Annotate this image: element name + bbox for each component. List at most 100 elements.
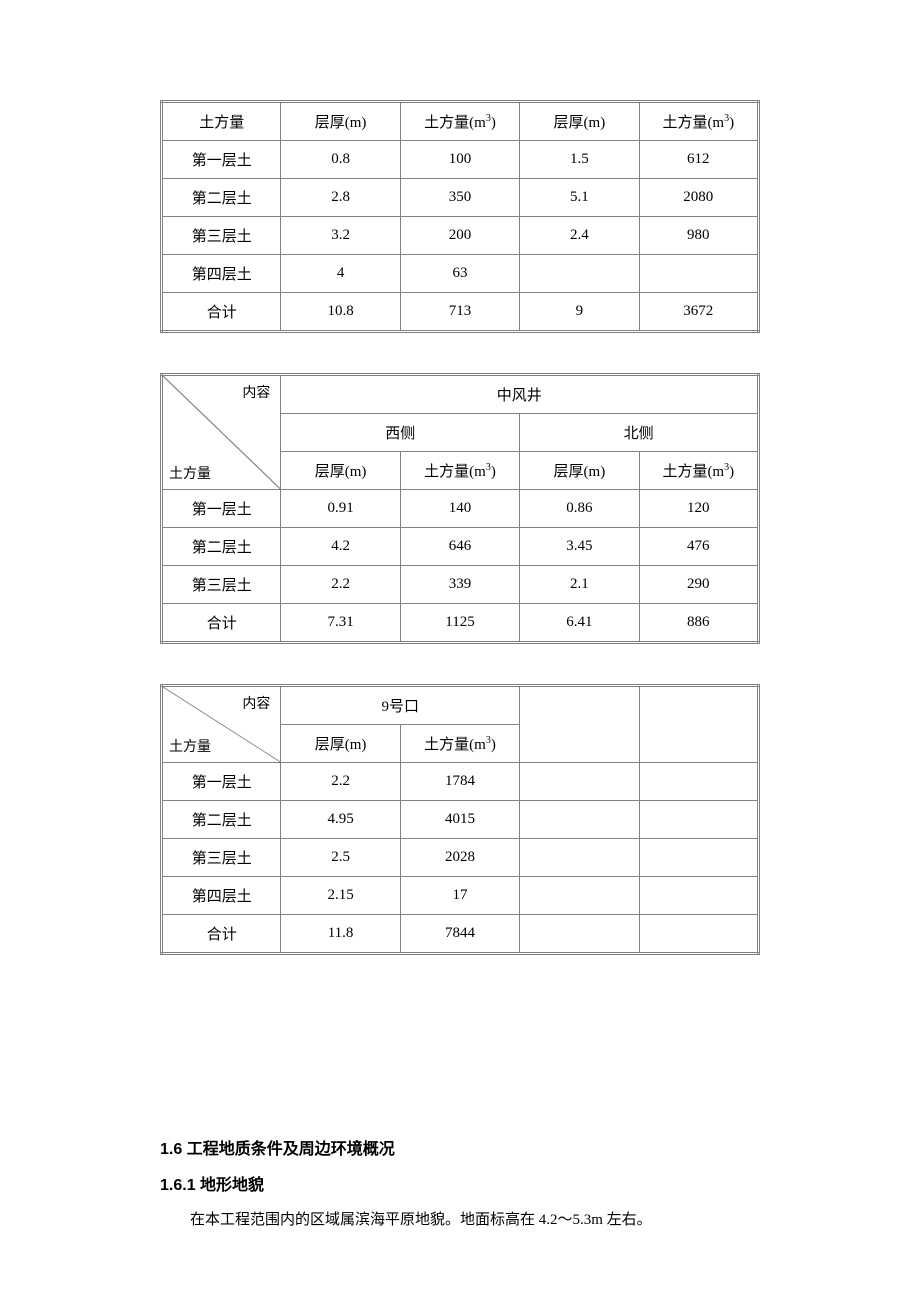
table-cell: 612 [639, 141, 758, 179]
table-2: 内容 土方量 中风井 西侧 北侧 层厚(m) 土方量(m3) 层厚(m) 土方量… [160, 373, 760, 644]
t3-header-thickness: 层厚(m) [281, 725, 400, 763]
table-cell: 第三层土 [162, 839, 281, 877]
t2-header-thickness-2: 层厚(m) [520, 452, 639, 490]
diag-content-label-3: 内容 [242, 693, 270, 713]
table-cell: 713 [400, 293, 519, 332]
table-cell: 1784 [400, 763, 519, 801]
table-cell [520, 763, 639, 801]
table-cell: 1125 [400, 604, 519, 643]
table-cell: 2.2 [281, 566, 400, 604]
table-cell: 4.2 [281, 528, 400, 566]
table-cell: 4015 [400, 801, 519, 839]
table-cell: 第三层土 [162, 566, 281, 604]
table-row: 合计11.87844 [162, 915, 759, 954]
table-cell: 11.8 [281, 915, 400, 954]
table-cell: 4.95 [281, 801, 400, 839]
table-cell [639, 839, 758, 877]
t3-main-header: 9号口 [281, 686, 520, 725]
table-cell: 第一层土 [162, 141, 281, 179]
table-row: 第三层土2.23392.1290 [162, 566, 759, 604]
table-cell: 9 [520, 293, 639, 332]
table-cell: 17 [400, 877, 519, 915]
table-cell: 合计 [162, 604, 281, 643]
t3-diag-header: 内容 土方量 [162, 686, 281, 763]
table-cell: 第三层土 [162, 217, 281, 255]
heading-1-6-1: 1.6.1 地形地貌 [160, 1171, 760, 1195]
table-row: 第二层土4.954015 [162, 801, 759, 839]
table-row: 合计7.3111256.41886 [162, 604, 759, 643]
table-cell: 2.5 [281, 839, 400, 877]
t1-header-volume-1: 土方量(m3) [400, 102, 519, 141]
table-cell: 3.45 [520, 528, 639, 566]
table-cell [639, 877, 758, 915]
table-cell: 200 [400, 217, 519, 255]
diag-volume-label: 土方量 [169, 463, 211, 483]
table-cell [520, 801, 639, 839]
table-cell [520, 839, 639, 877]
table-cell: 2.1 [520, 566, 639, 604]
diag-volume-label-3: 土方量 [169, 736, 211, 756]
table-cell [520, 877, 639, 915]
t1-header-volume-2: 土方量(m3) [639, 102, 758, 141]
table-row: 第二层土2.83505.12080 [162, 179, 759, 217]
table-cell: 第二层土 [162, 528, 281, 566]
t1-header-thickness-2: 层厚(m) [520, 102, 639, 141]
table-cell: 0.8 [281, 141, 400, 179]
t2-main-header: 中风井 [281, 375, 759, 414]
table-cell: 2.4 [520, 217, 639, 255]
table-cell: 100 [400, 141, 519, 179]
table-cell: 7844 [400, 915, 519, 954]
table-cell: 7.31 [281, 604, 400, 643]
table-cell [639, 255, 758, 293]
t1-header-label: 土方量 [162, 102, 281, 141]
table-row: 第四层土2.1517 [162, 877, 759, 915]
table-cell: 2.15 [281, 877, 400, 915]
table-cell: 980 [639, 217, 758, 255]
table-cell: 476 [639, 528, 758, 566]
table-cell [639, 801, 758, 839]
table-cell [520, 915, 639, 954]
t3-header-volume: 土方量(m3) [400, 725, 519, 763]
table-cell: 63 [400, 255, 519, 293]
table-cell: 886 [639, 604, 758, 643]
table-cell: 0.86 [520, 490, 639, 528]
t2-header-volume-2: 土方量(m3) [639, 452, 758, 490]
table-cell: 3672 [639, 293, 758, 332]
diag-content-label: 内容 [242, 382, 270, 402]
table-cell: 1.5 [520, 141, 639, 179]
t3-empty-2 [639, 686, 758, 763]
heading-1-6: 1.6 工程地质条件及周边环境概况 [160, 1135, 760, 1159]
t2-header-thickness-1: 层厚(m) [281, 452, 400, 490]
table-cell: 3.2 [281, 217, 400, 255]
t2-sub2: 北侧 [520, 414, 759, 452]
table-cell: 350 [400, 179, 519, 217]
table-cell: 第一层土 [162, 763, 281, 801]
t3-empty-1 [520, 686, 639, 763]
table-row: 第三层土3.22002.4980 [162, 217, 759, 255]
para-1-6-1: 在本工程范围内的区域属滨海平原地貌。地面标高在 4.2～5.3m 左右。 [160, 1207, 760, 1234]
table-cell: 第四层土 [162, 877, 281, 915]
table-cell: 339 [400, 566, 519, 604]
table-row: 第一层土0.911400.86120 [162, 490, 759, 528]
table-cell: 5.1 [520, 179, 639, 217]
table-cell: 120 [639, 490, 758, 528]
table-cell: 290 [639, 566, 758, 604]
table-cell [639, 763, 758, 801]
table-cell [639, 915, 758, 954]
table-row: 合计10.871393672 [162, 293, 759, 332]
table-cell: 第二层土 [162, 801, 281, 839]
table-cell: 0.91 [281, 490, 400, 528]
t2-header-volume-1: 土方量(m3) [400, 452, 519, 490]
table-row: 第一层土2.21784 [162, 763, 759, 801]
table-cell: 6.41 [520, 604, 639, 643]
table-cell: 第二层土 [162, 179, 281, 217]
t2-diag-header: 内容 土方量 [162, 375, 281, 490]
table-row: 第二层土4.26463.45476 [162, 528, 759, 566]
table-cell: 140 [400, 490, 519, 528]
table-cell: 2.2 [281, 763, 400, 801]
table-cell: 合计 [162, 293, 281, 332]
table-cell: 合计 [162, 915, 281, 954]
table-cell: 第四层土 [162, 255, 281, 293]
table-cell [520, 255, 639, 293]
table-cell: 4 [281, 255, 400, 293]
